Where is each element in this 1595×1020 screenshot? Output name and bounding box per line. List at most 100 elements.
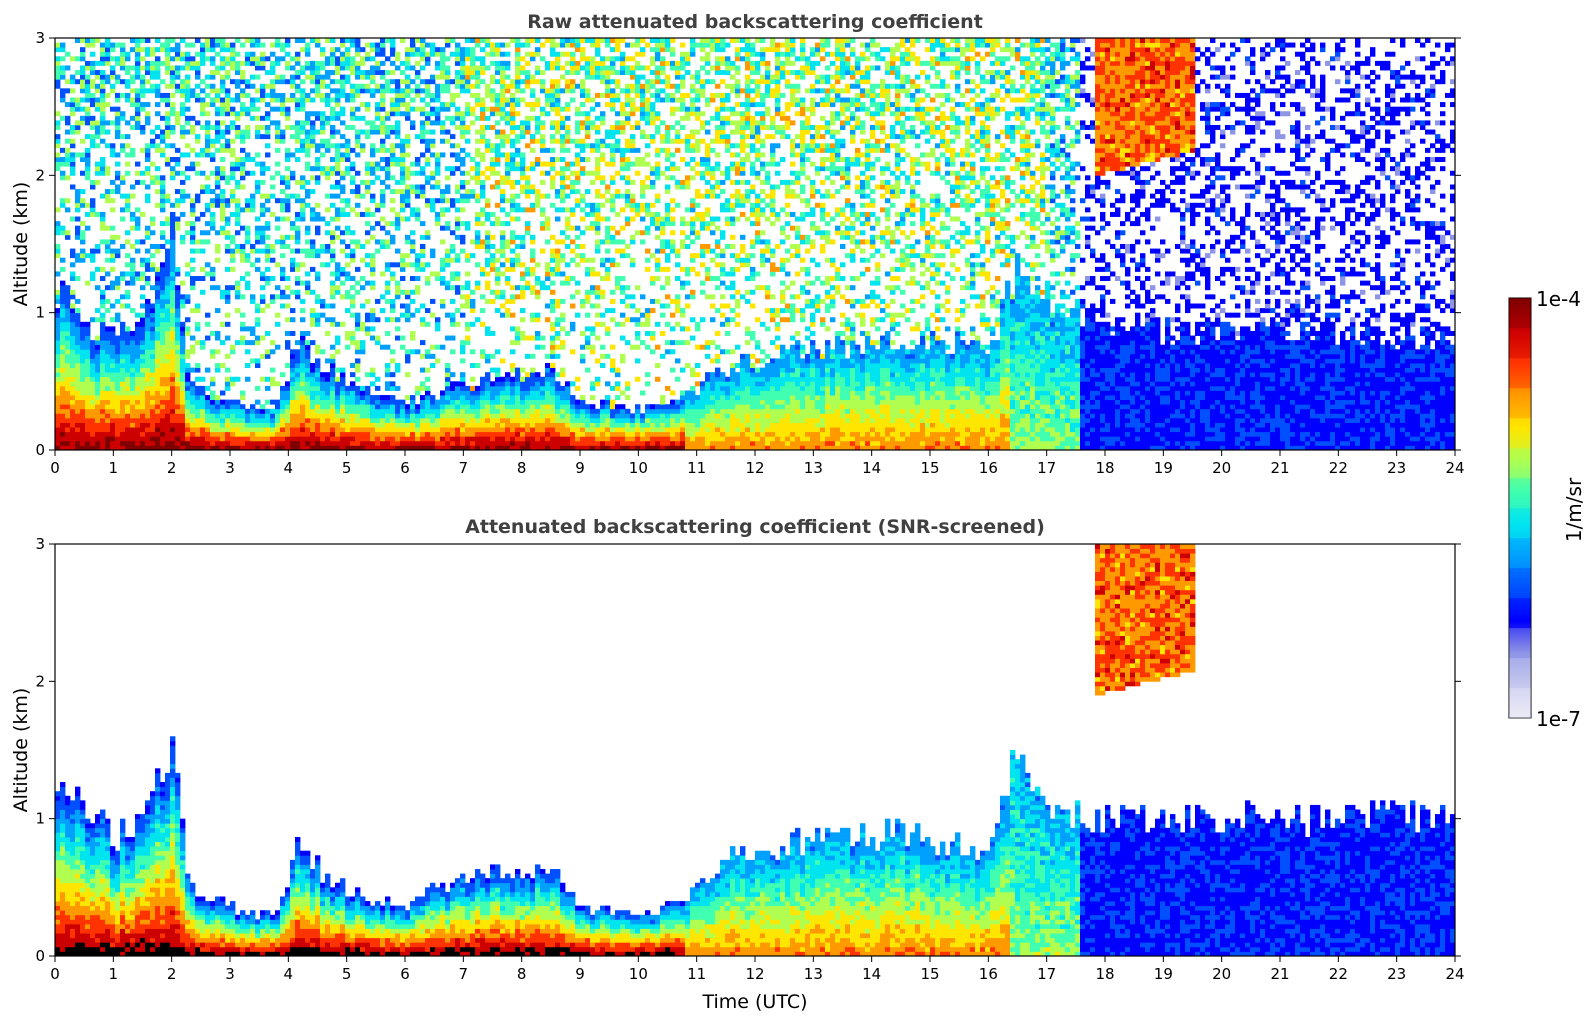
heatmap-cell xyxy=(345,52,350,57)
heatmap-cell xyxy=(395,56,400,61)
heatmap-cell xyxy=(225,43,230,48)
heatmap-cell xyxy=(295,294,300,299)
heatmap-cell xyxy=(215,111,220,116)
heatmap-cell xyxy=(145,390,150,395)
heatmap-cell xyxy=(290,221,295,226)
heatmap-cell xyxy=(260,134,265,139)
heatmap-cell xyxy=(260,162,265,167)
heatmap-cell xyxy=(90,317,95,322)
heatmap-cell xyxy=(325,358,330,363)
heatmap-cell xyxy=(300,349,305,354)
heatmap-cell xyxy=(480,381,485,386)
heatmap-cell xyxy=(155,285,160,290)
heatmap-cell xyxy=(235,423,240,428)
heatmap-cell xyxy=(210,390,215,395)
heatmap-cell xyxy=(145,184,150,189)
heatmap-cell xyxy=(115,432,120,437)
heatmap-cell xyxy=(470,404,475,409)
heatmap-cell xyxy=(215,194,220,199)
heatmap-cell xyxy=(200,98,205,103)
heatmap-cell xyxy=(375,125,380,130)
heatmap-cell xyxy=(75,363,80,368)
heatmap-cell xyxy=(490,331,495,336)
heatmap-cell xyxy=(340,79,345,84)
heatmap-cell xyxy=(115,372,120,377)
heatmap-cell xyxy=(180,281,185,286)
heatmap-cell xyxy=(165,354,170,359)
heatmap-cell xyxy=(330,294,335,299)
heatmap-cell xyxy=(495,221,500,226)
heatmap-cell xyxy=(155,276,160,281)
heatmap-cell xyxy=(350,304,355,309)
heatmap-cell xyxy=(160,349,165,354)
heatmap-cell xyxy=(280,294,285,299)
heatmap-cell xyxy=(185,432,190,437)
heatmap-cell xyxy=(100,171,105,176)
heatmap-cell xyxy=(335,217,340,222)
heatmap-cell xyxy=(360,432,365,437)
heatmap-cell xyxy=(120,404,125,409)
heatmap-cell xyxy=(415,84,420,89)
heatmap-cell xyxy=(370,180,375,185)
heatmap-cell xyxy=(505,75,510,80)
heatmap-cell xyxy=(375,409,380,414)
heatmap-cell xyxy=(140,304,145,309)
heatmap-cell xyxy=(420,244,425,249)
heatmap-cell xyxy=(450,38,455,43)
heatmap-cell xyxy=(180,322,185,327)
heatmap-cell xyxy=(150,390,155,395)
heatmap-cell xyxy=(330,358,335,363)
heatmap-cell xyxy=(355,418,360,423)
heatmap-cell xyxy=(420,400,425,405)
heatmap-cell xyxy=(435,432,440,437)
heatmap-cell xyxy=(100,226,105,231)
heatmap-cell xyxy=(150,436,155,441)
heatmap-cell xyxy=(425,52,430,57)
heatmap-cell xyxy=(530,271,535,276)
heatmap-cell xyxy=(535,102,540,107)
heatmap-cell xyxy=(375,336,380,341)
heatmap-cell xyxy=(365,239,370,244)
heatmap-cell xyxy=(405,290,410,295)
heatmap-cell xyxy=(185,221,190,226)
heatmap-cell xyxy=(330,317,335,322)
heatmap-cell xyxy=(110,423,115,428)
heatmap-cell xyxy=(325,171,330,176)
heatmap-cell xyxy=(120,336,125,341)
heatmap-cell xyxy=(265,134,270,139)
heatmap-cell xyxy=(195,239,200,244)
heatmap-cell xyxy=(195,390,200,395)
heatmap-cell xyxy=(320,400,325,405)
heatmap-cell xyxy=(505,52,510,57)
heatmap-cell xyxy=(210,441,215,446)
heatmap-cell xyxy=(280,276,285,281)
heatmap-cell xyxy=(55,162,60,167)
heatmap-cell xyxy=(345,75,350,80)
heatmap-cell xyxy=(250,432,255,437)
heatmap-cell xyxy=(415,107,420,112)
heatmap-cell xyxy=(75,102,80,107)
heatmap-cell xyxy=(370,368,375,373)
heatmap-cell xyxy=(395,285,400,290)
heatmap-cell xyxy=(210,171,215,176)
heatmap-cell xyxy=(330,249,335,254)
heatmap-cell xyxy=(340,239,345,244)
heatmap-cell xyxy=(410,65,415,70)
heatmap-cell xyxy=(370,285,375,290)
heatmap-cell xyxy=(170,281,175,286)
heatmap-cell xyxy=(525,207,530,212)
heatmap-cell xyxy=(170,262,175,267)
heatmap-cell xyxy=(385,56,390,61)
heatmap-cell xyxy=(120,381,125,386)
heatmap-cell xyxy=(75,235,80,240)
heatmap-cell xyxy=(305,281,310,286)
heatmap-cell xyxy=(435,65,440,70)
heatmap-cell xyxy=(100,294,105,299)
heatmap-cell xyxy=(450,400,455,405)
heatmap-cell xyxy=(410,423,415,428)
heatmap-cell xyxy=(445,285,450,290)
heatmap-cell xyxy=(125,56,130,61)
heatmap-cell xyxy=(210,436,215,441)
heatmap-cell xyxy=(330,363,335,368)
heatmap-cell xyxy=(515,336,520,341)
